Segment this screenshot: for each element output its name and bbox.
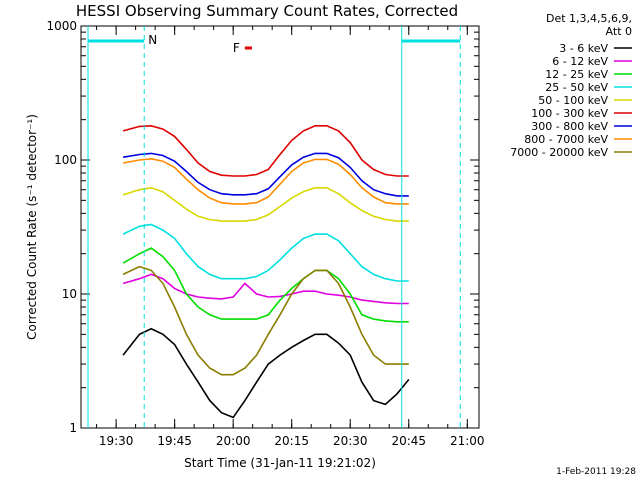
y-tick-label: 100 bbox=[54, 153, 77, 167]
plot-frame bbox=[80, 25, 480, 429]
legend-entry-label: 100 - 300 keV bbox=[531, 107, 608, 120]
y-axis-label: Corrected Count Rate (s⁻¹ detector⁻¹) bbox=[25, 114, 39, 340]
series-line bbox=[122, 124, 409, 177]
x-axis: 19:30 19:45 20:00 20:15 20:30 20:45 21:00 bbox=[96, 26, 485, 448]
y-tick-label: 1 bbox=[69, 421, 77, 435]
legend-entry-label: 3 - 6 keV bbox=[559, 42, 608, 55]
legend-entry-label: 800 - 7000 keV bbox=[524, 133, 608, 146]
footer-timestamp: 1-Feb-2011 19:28 bbox=[556, 467, 636, 477]
chart-title: HESSI Observing Summary Count Rates, Cor… bbox=[76, 2, 458, 20]
legend-entry-label: 50 - 100 keV bbox=[538, 94, 608, 107]
x-tick-label: 20:30 bbox=[333, 434, 368, 448]
y-tick-label: 1000 bbox=[46, 19, 77, 33]
y-tick-label: 10 bbox=[62, 287, 77, 301]
legend-entry-label: 6 - 12 keV bbox=[552, 55, 608, 68]
legend-header: Det 1,3,4,5,6,9, bbox=[546, 12, 632, 25]
markers: NF bbox=[87, 26, 461, 428]
series-line bbox=[122, 223, 409, 282]
x-tick-label: 19:45 bbox=[157, 434, 192, 448]
legend-entry-label: 25 - 50 keV bbox=[545, 81, 608, 94]
x-tick-label: 20:45 bbox=[391, 434, 426, 448]
legend-entry-label: 300 - 800 keV bbox=[531, 120, 608, 133]
series-line bbox=[122, 186, 409, 222]
x-tick-label: 21:00 bbox=[450, 434, 485, 448]
legend-header: Att 0 bbox=[606, 25, 632, 38]
plot-area bbox=[80, 25, 480, 429]
series-line bbox=[122, 265, 409, 376]
flare-label: F bbox=[233, 41, 240, 55]
series-line bbox=[122, 327, 410, 419]
x-tick-label: 20:15 bbox=[274, 434, 309, 448]
series-line bbox=[122, 273, 409, 305]
legend-entry-label: 7000 - 20000 keV bbox=[510, 146, 608, 159]
series-line bbox=[122, 152, 409, 197]
night-label: N bbox=[148, 33, 157, 47]
x-axis-label: Start Time (31-Jan-11 19:21:02) bbox=[184, 456, 376, 470]
x-tick-label: 20:00 bbox=[216, 434, 251, 448]
x-tick-label: 19:30 bbox=[99, 434, 134, 448]
series-line bbox=[122, 157, 409, 205]
legend-entry-label: 12 - 25 keV bbox=[545, 68, 608, 81]
series-line bbox=[122, 247, 409, 323]
